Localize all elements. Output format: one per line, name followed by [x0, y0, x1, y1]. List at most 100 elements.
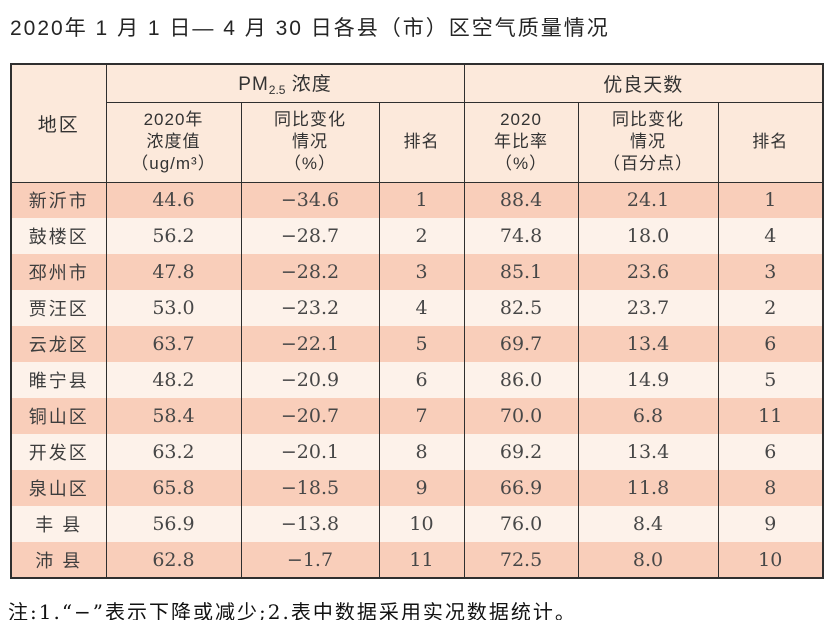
cell-gd-change: 23.7 [577, 290, 719, 326]
cell-gd-change: 13.4 [577, 434, 719, 470]
table-row: 云龙区 63.7 −22.1 5 69.7 13.4 6 [10, 326, 824, 362]
cell-gd-rank: 8 [717, 470, 824, 506]
table-row: 沛 县 62.8 −1.7 11 72.5 8.0 10 [10, 542, 824, 578]
header-cell-good-days-group: 优良天数 [463, 64, 824, 103]
cell-pm-change: −18.5 [240, 470, 380, 506]
cell-gd-change: 24.1 [577, 182, 719, 218]
cell-pm-rank: 8 [378, 434, 465, 470]
pm25-label-suffix: 浓度 [285, 74, 332, 96]
cell-pm-change: −22.1 [240, 326, 380, 362]
table-row: 开发区 63.2 −20.1 8 69.2 13.4 6 [10, 434, 824, 470]
footnote: 注:1.“−”表示下降或减少;2.表中数据采用实况数据统计。 [8, 600, 577, 620]
cell-region: 新沂市 [10, 182, 107, 218]
header-cell-gd-rank: 排名 [717, 102, 824, 183]
cell-gd-rank: 3 [717, 254, 824, 290]
cell-pm-rank: 5 [378, 326, 465, 362]
cell-region: 泉山区 [10, 470, 107, 506]
page: 2020年 1 月 1 日— 4 月 30 日各县（市）区空气质量情况 地区 P… [0, 12, 825, 620]
cell-pm-change: −1.7 [240, 542, 380, 578]
header-cell-gd-change: 同比变化 情况 （百分点） [577, 102, 719, 183]
cell-pm-rank: 10 [378, 506, 465, 542]
pm25-label-subscript: 2.5 [268, 83, 286, 98]
cell-pm-change: −20.1 [240, 434, 380, 470]
cell-pm-value: 63.2 [105, 434, 242, 470]
cell-region: 云龙区 [10, 326, 107, 362]
cell-pm-change: −28.7 [240, 218, 380, 254]
cell-pm-rank: 4 [378, 290, 465, 326]
header-row-sub: 2020年 浓度值 （ug/m³） 同比变化 情况 （%） 排名 2020 年比… [11, 102, 824, 183]
cell-gd-change: 8.0 [577, 542, 719, 578]
cell-pm-value: 65.8 [105, 470, 242, 506]
cell-gd-change: 14.9 [577, 362, 719, 398]
table-row: 睢宁县 48.2 −20.9 6 86.0 14.9 5 [10, 362, 824, 398]
cell-pm-change: −34.6 [240, 182, 380, 218]
cell-pm-change: −28.2 [240, 254, 380, 290]
cell-gd-change: 11.8 [577, 470, 719, 506]
cell-pm-value: 62.8 [105, 542, 242, 578]
header-row-groups: 地区 PM2.5 浓度 优良天数 [10, 64, 824, 183]
cell-pm-change: −20.9 [240, 362, 380, 398]
cell-region: 铜山区 [10, 398, 107, 434]
header-cell-gd-rate: 2020 年比率 （%） [463, 102, 579, 183]
cell-region: 沛 县 [10, 542, 107, 578]
cell-pm-value: 53.0 [105, 290, 242, 326]
cell-gd-rank: 2 [717, 290, 824, 326]
cell-gd-rank: 4 [717, 218, 824, 254]
cell-gd-rank: 1 [717, 182, 824, 218]
cell-gd-rank: 9 [717, 506, 824, 542]
cell-pm-value: 48.2 [105, 362, 242, 398]
table-row: 铜山区 58.4 −20.7 7 70.0 6.8 11 [10, 398, 824, 434]
cell-gd-rate: 82.5 [463, 290, 579, 326]
cell-pm-rank: 9 [378, 470, 465, 506]
cell-pm-rank: 1 [378, 182, 465, 218]
table-row: 丰 县 56.9 −13.8 10 76.0 8.4 9 [10, 506, 824, 542]
cell-gd-rank: 11 [717, 398, 824, 434]
cell-gd-change: 23.6 [577, 254, 719, 290]
header-cell-region: 地区 [10, 64, 107, 183]
table-row: 新沂市 44.6 −34.6 1 88.4 24.1 1 [10, 182, 824, 218]
cell-gd-rate: 74.8 [463, 218, 579, 254]
cell-gd-rate: 69.7 [463, 326, 579, 362]
table-row: 泉山区 65.8 −18.5 9 66.9 11.8 8 [10, 470, 824, 506]
cell-gd-rate: 86.0 [463, 362, 579, 398]
cell-pm-rank: 2 [378, 218, 465, 254]
cell-gd-change: 6.8 [577, 398, 719, 434]
cell-gd-change: 8.4 [577, 506, 719, 542]
cell-pm-value: 58.4 [105, 398, 242, 434]
cell-gd-rate: 72.5 [463, 542, 579, 578]
pm25-label-prefix: PM [238, 74, 269, 96]
table-row: 贾汪区 53.0 −23.2 4 82.5 23.7 2 [10, 290, 824, 326]
cell-pm-change: −23.2 [240, 290, 380, 326]
table-row: 鼓楼区 56.2 −28.7 2 74.8 18.0 4 [10, 218, 824, 254]
cell-pm-value: 47.8 [105, 254, 242, 290]
cell-gd-change: 18.0 [577, 218, 719, 254]
header-cell-pm25-rank: 排名 [378, 102, 465, 183]
cell-region: 贾汪区 [10, 290, 107, 326]
cell-gd-rank: 6 [717, 434, 824, 470]
header-cell-pm25-change: 同比变化 情况 （%） [240, 102, 380, 183]
cell-region: 邳州市 [10, 254, 107, 290]
cell-pm-value: 56.2 [105, 218, 242, 254]
cell-gd-rank: 5 [717, 362, 824, 398]
cell-region: 开发区 [10, 434, 107, 470]
cell-region: 鼓楼区 [10, 218, 107, 254]
cell-pm-rank: 11 [378, 542, 465, 578]
cell-pm-value: 56.9 [105, 506, 242, 542]
header-cell-pm25-value: 2020年 浓度值 （ug/m³） [105, 102, 242, 183]
cell-pm-rank: 6 [378, 362, 465, 398]
cell-gd-rate: 70.0 [463, 398, 579, 434]
cell-gd-rate: 69.2 [463, 434, 579, 470]
cell-pm-rank: 7 [378, 398, 465, 434]
cell-gd-rank: 6 [717, 326, 824, 362]
cell-pm-rank: 3 [378, 254, 465, 290]
cell-pm-change: −13.8 [240, 506, 380, 542]
cell-gd-change: 13.4 [577, 326, 719, 362]
cell-gd-rate: 76.0 [463, 506, 579, 542]
cell-pm-value: 63.7 [105, 326, 242, 362]
cell-gd-rate: 66.9 [463, 470, 579, 506]
header-cell-pm25-group: PM2.5 浓度 [105, 64, 465, 103]
air-quality-table: 地区 PM2.5 浓度 优良天数 2020年 浓度值 （ug/m³） 同比变化 … [10, 63, 825, 579]
cell-gd-rate: 85.1 [463, 254, 579, 290]
cell-gd-rank: 10 [717, 542, 824, 578]
cell-pm-value: 44.6 [105, 182, 242, 218]
